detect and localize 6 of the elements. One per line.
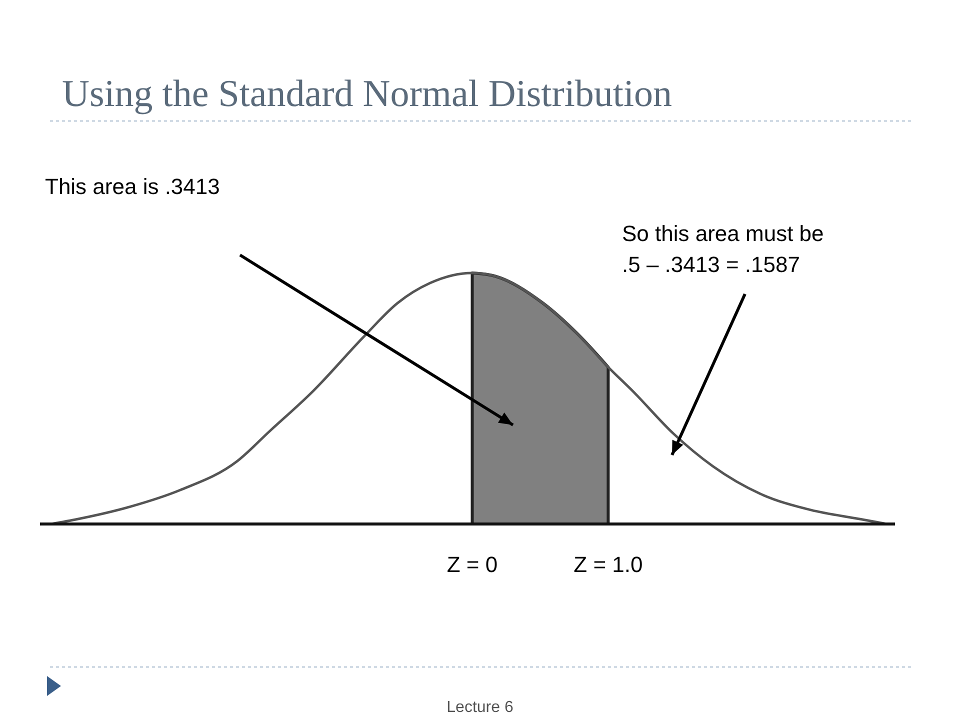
x-tick-label: Z = 0 (446, 552, 498, 577)
annotation: So this area must be .5 – .3413 = .1587 (622, 221, 824, 277)
text: Lecture 6 (446, 699, 514, 716)
x-tick-label: Z = 1.0 (574, 552, 643, 577)
text: This area is .3413 (45, 174, 220, 199)
chart-title: Using the Standard Normal Distribution (62, 73, 672, 115)
